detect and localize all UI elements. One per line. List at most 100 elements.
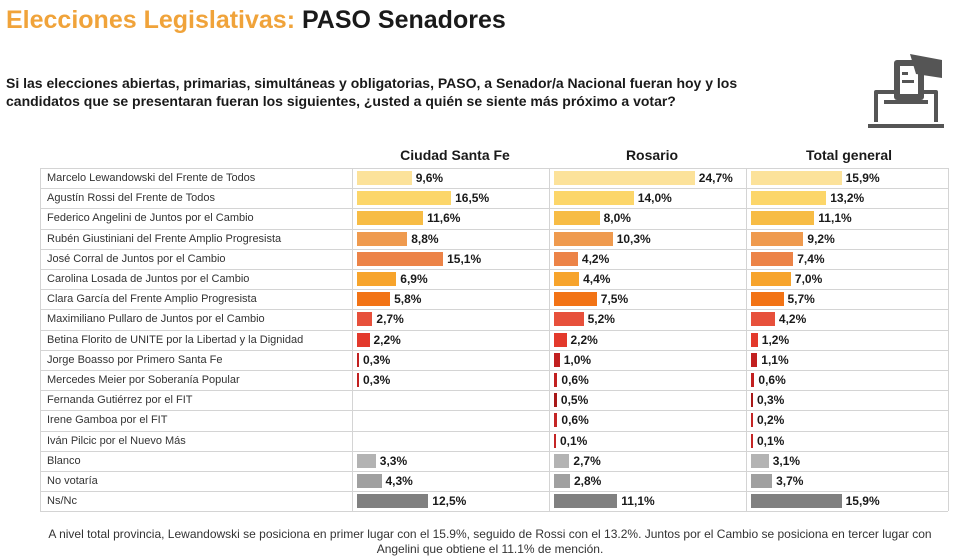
bar-0-10 [357, 373, 359, 387]
bar-2-6 [751, 292, 784, 306]
bar-1-15 [554, 474, 570, 488]
page-title: Elecciones Legislativas: PASO Senadores [6, 6, 506, 35]
data-label: 11,6% [427, 211, 461, 225]
row-divider [40, 350, 948, 351]
bar-1-5 [554, 272, 580, 286]
bar-0-3 [357, 232, 408, 246]
data-label: 2,2% [570, 333, 598, 347]
data-label: 14,0% [637, 191, 672, 205]
row-divider [40, 410, 948, 411]
data-label: 11,1% [621, 494, 655, 508]
bar-0-2 [357, 211, 424, 225]
row-label: Federico Angelini de Juntos por el Cambi… [47, 212, 254, 224]
data-label: 5,8% [394, 292, 422, 306]
bar-0-9 [357, 353, 359, 367]
title-main: PASO Senadores [301, 6, 506, 34]
data-label: 13,2% [830, 191, 865, 205]
bar-0-4 [357, 252, 444, 266]
bar-0-16 [357, 494, 429, 508]
row-divider [40, 390, 948, 391]
bar-2-4 [751, 252, 794, 266]
data-label: 9,2% [807, 232, 835, 246]
data-label: 0,2% [757, 413, 785, 427]
data-label: 15,1% [447, 252, 482, 266]
data-label: 0,6% [758, 373, 786, 387]
data-label: 2,7% [376, 312, 404, 326]
row-label: Clara García del Frente Amplio Progresis… [47, 293, 257, 305]
column-divider [549, 168, 550, 511]
row-label: Ns/Nc [47, 495, 77, 507]
bar-0-8 [357, 333, 370, 347]
bar-2-11 [751, 393, 753, 407]
bar-1-6 [554, 292, 597, 306]
data-label: 2,2% [373, 333, 401, 347]
data-label: 15,9% [845, 494, 880, 508]
column-divider [40, 168, 41, 511]
row-label: Carolina Losada de Juntos por el Cambio [47, 273, 250, 285]
row-divider [40, 289, 948, 290]
row-divider [40, 511, 948, 512]
bar-2-8 [751, 333, 758, 347]
bar-2-0 [751, 171, 842, 185]
row-divider [40, 188, 948, 189]
bar-2-7 [751, 312, 775, 326]
row-divider [40, 168, 948, 169]
row-label: No votaría [47, 475, 98, 487]
bar-1-13 [554, 434, 556, 448]
column-divider [746, 168, 747, 511]
row-label: Mercedes Meier por Soberanía Popular [47, 374, 240, 386]
row-label: Marcelo Lewandowski del Frente de Todos [47, 172, 256, 184]
bar-1-8 [554, 333, 567, 347]
bar-2-13 [751, 434, 753, 448]
data-label: 4,3% [385, 474, 413, 488]
row-divider [40, 471, 948, 472]
title-prefix: Elecciones Legislativas: [6, 6, 296, 34]
data-label: 7,4% [797, 252, 825, 266]
bar-2-14 [751, 454, 769, 468]
data-label: 0,1% [757, 434, 785, 448]
row-label: Rubén Giustiniani del Frente Amplio Prog… [47, 233, 282, 245]
bar-0-7 [357, 312, 373, 326]
data-label: 4,2% [581, 252, 610, 266]
bar-1-11 [554, 393, 557, 407]
data-label: 1,1% [761, 353, 789, 367]
bar-0-5 [357, 272, 397, 286]
ballot-box-icon [868, 54, 944, 128]
bar-0-14 [357, 454, 376, 468]
row-divider [40, 269, 948, 270]
data-label: 1,0% [563, 353, 592, 367]
row-divider [40, 208, 948, 209]
column-divider [352, 168, 353, 511]
data-label: 0,3% [363, 373, 391, 387]
bar-2-15 [751, 474, 773, 488]
row-divider [40, 229, 948, 230]
data-label: 12,5% [432, 494, 467, 508]
data-label: 3,3% [379, 454, 408, 468]
row-divider [40, 431, 948, 432]
footnote: A nivel total provincia, Lewandowski se … [48, 527, 932, 556]
bar-1-1 [554, 191, 634, 205]
data-label: 0,5% [560, 393, 589, 407]
column-header-2: Total general [805, 147, 893, 163]
row-label: Irene Gamboa por el FIT [47, 414, 168, 426]
data-label: 10,3% [616, 232, 651, 246]
data-label: 0,6% [561, 373, 589, 387]
bar-0-0 [357, 171, 412, 185]
bar-2-12 [751, 413, 753, 427]
data-label: 7,5% [600, 292, 629, 306]
bar-1-3 [554, 232, 613, 246]
data-label: 5,2% [587, 312, 615, 326]
data-label: 11,1% [818, 211, 852, 225]
data-label: 0,3% [757, 393, 785, 407]
bar-2-1 [751, 191, 827, 205]
bar-1-9 [554, 353, 560, 367]
data-label: 3,7% [776, 474, 804, 488]
bar-0-15 [357, 474, 382, 488]
row-label: José Corral de Juntos por el Cambio [47, 253, 226, 265]
bar-2-2 [751, 211, 815, 225]
bar-2-9 [751, 353, 758, 367]
column-header-1: Rosario [625, 147, 679, 163]
data-label: 8,0% [603, 211, 631, 225]
data-label: 8,8% [411, 232, 439, 246]
bar-2-16 [751, 494, 842, 508]
